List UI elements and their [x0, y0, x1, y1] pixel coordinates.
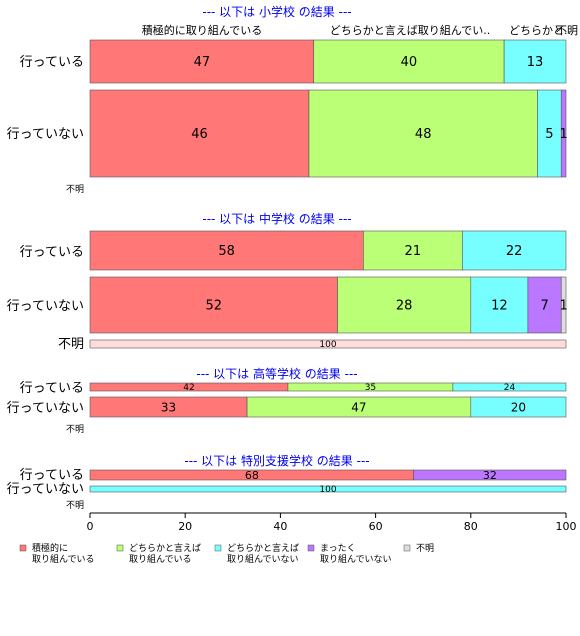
bar-segment — [560, 89, 567, 178]
legend-entry: どちらかと言えば取り組んでいる — [129, 542, 201, 565]
x-tick-label: 100 — [556, 520, 577, 533]
bar-segment — [89, 89, 310, 178]
data-label: 40 — [401, 55, 418, 70]
legend-swatch — [116, 544, 124, 552]
bar-segment — [89, 230, 364, 271]
bar-segment — [503, 39, 567, 84]
row-label: 行っていない — [7, 127, 84, 142]
row-label: 行っていない — [7, 482, 84, 497]
bar-segment — [527, 276, 562, 334]
data-label: 20 — [511, 400, 526, 414]
legend-swatch — [19, 544, 27, 552]
row-label: 行っている — [20, 245, 84, 260]
legend-swatch — [307, 544, 315, 552]
bar-segment — [337, 276, 472, 334]
row-label: 行っていない — [7, 299, 84, 314]
data-label: 13 — [527, 55, 544, 70]
legend-entry: どちらかと言えば取り組んでいない — [227, 542, 299, 565]
bar-segment — [560, 276, 567, 334]
data-label: 46 — [191, 127, 208, 142]
data-label: 21 — [405, 244, 422, 259]
section-title: --- 以下は 特別支援学校 の結果 --- — [184, 453, 369, 468]
bar-segment — [363, 230, 463, 271]
data-label: 28 — [396, 299, 413, 314]
column-label: どちらかと言えば取り組んでい.. — [330, 24, 490, 37]
bar-segment — [470, 396, 567, 418]
row-label: 不明 — [66, 500, 84, 511]
row-label: 不明 — [66, 424, 84, 435]
x-tick-label: 60 — [369, 520, 383, 533]
bar-segment — [89, 339, 567, 349]
bar-segment — [89, 485, 567, 493]
data-label: 32 — [483, 469, 497, 482]
x-tick-label: 20 — [178, 520, 192, 533]
bar-segment — [89, 276, 338, 334]
data-label: 52 — [205, 299, 222, 314]
data-label: 12 — [491, 299, 508, 314]
data-label: 7 — [540, 299, 548, 314]
data-label: 33 — [161, 400, 176, 414]
data-label: 22 — [506, 244, 523, 259]
section-title: --- 以下は 中学校 の結果 --- — [202, 211, 351, 226]
x-tick-label: 0 — [87, 520, 94, 533]
bar-segment — [452, 382, 567, 392]
data-label: 100 — [319, 340, 336, 350]
bar-segment — [462, 230, 567, 271]
bar-segment — [470, 276, 529, 334]
data-label: 47 — [351, 400, 366, 414]
bar-segment — [308, 89, 538, 178]
row-label: 行っている — [20, 468, 84, 483]
data-label: 48 — [415, 127, 432, 142]
legend-entry: 積極的に取り組んでいる — [32, 542, 95, 565]
data-label: 47 — [194, 55, 211, 70]
data-label: 24 — [504, 383, 516, 393]
data-label: 58 — [218, 244, 235, 259]
row-label: 行っている — [20, 55, 84, 70]
data-label: 35 — [365, 383, 376, 393]
row-label: 行っていない — [7, 401, 84, 416]
data-label: 1 — [559, 299, 567, 314]
legend-entry: 不明 — [416, 543, 434, 554]
row-label: 不明 — [66, 184, 84, 195]
legend-entry: まったく取り組んでいない — [320, 543, 392, 565]
section-title: --- 以下は 小学校 の結果 --- — [202, 4, 351, 19]
bar-segment — [413, 469, 567, 481]
column-label: どちらかと.. — [509, 24, 571, 37]
data-label: 42 — [183, 383, 194, 393]
row-label: 不明 — [58, 337, 84, 352]
legend-swatch — [403, 544, 411, 552]
row-label: 行っている — [20, 381, 84, 396]
x-tick-label: 40 — [273, 520, 287, 533]
legend-swatch — [214, 544, 222, 552]
bar-segment — [313, 39, 505, 84]
x-tick-label: 80 — [464, 520, 478, 533]
data-label: 100 — [319, 485, 336, 495]
column-label: 積極的に取り組んでいる — [142, 23, 262, 37]
column-label: 不明 — [556, 24, 578, 37]
data-label: 1 — [559, 127, 567, 142]
data-label: 68 — [245, 469, 259, 482]
section-title: --- 以下は 高等学校 の結果 --- — [196, 366, 357, 381]
data-label: 5 — [545, 127, 553, 142]
